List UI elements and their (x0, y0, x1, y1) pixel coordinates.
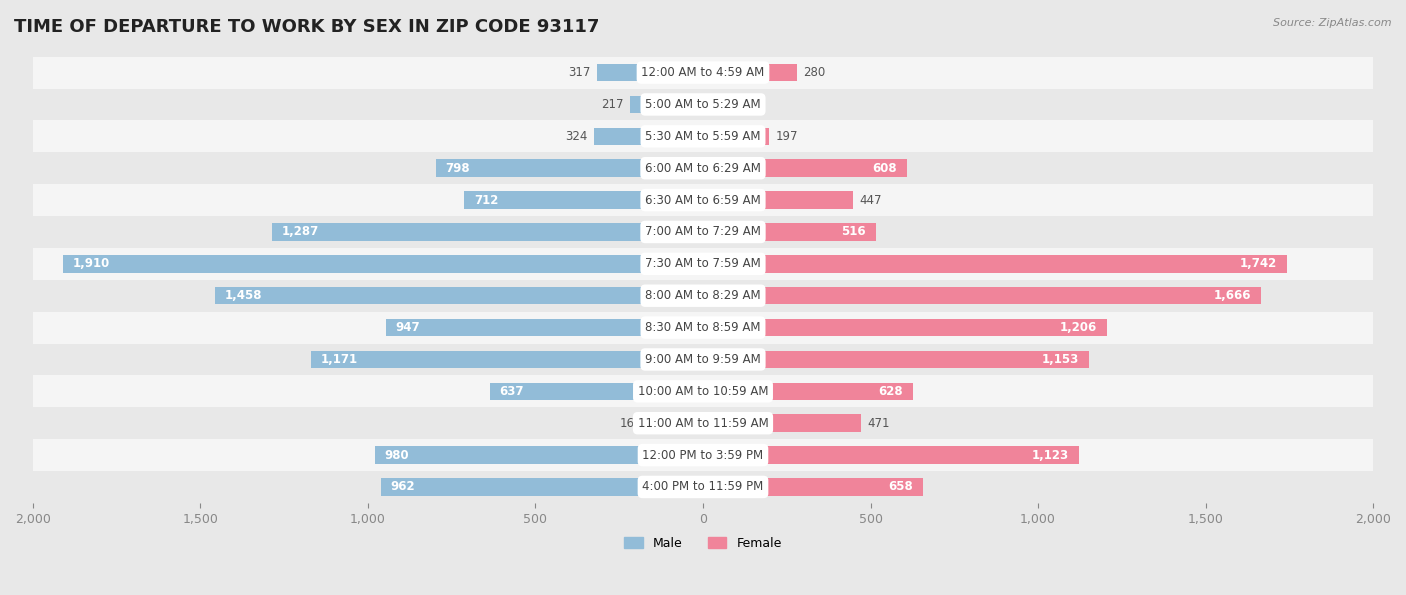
Bar (703, 383, 914, 400)
Text: 1,742: 1,742 (1239, 257, 1277, 270)
Text: 471: 471 (868, 416, 890, 430)
Text: 6:30 AM to 6:59 AM: 6:30 AM to 6:59 AM (645, 193, 761, 206)
Bar (32, 471, 1374, 503)
Bar (703, 446, 1080, 464)
Text: 1,171: 1,171 (321, 353, 359, 366)
Text: 947: 947 (395, 321, 420, 334)
Text: 1,287: 1,287 (281, 226, 319, 239)
Text: 8:00 AM to 8:29 AM: 8:00 AM to 8:29 AM (645, 289, 761, 302)
Bar (32, 89, 1374, 120)
Text: 1,666: 1,666 (1213, 289, 1251, 302)
Bar (32, 248, 1374, 280)
Bar (703, 223, 876, 241)
Text: 217: 217 (602, 98, 624, 111)
Bar (703, 192, 853, 209)
Text: 162: 162 (620, 416, 643, 430)
Bar (703, 350, 1090, 368)
Text: 712: 712 (474, 193, 499, 206)
Text: 1,206: 1,206 (1060, 321, 1097, 334)
Text: 80: 80 (737, 98, 751, 111)
Text: 12:00 PM to 3:59 PM: 12:00 PM to 3:59 PM (643, 449, 763, 462)
Text: 6:00 AM to 6:29 AM: 6:00 AM to 6:29 AM (645, 162, 761, 175)
Text: 637: 637 (499, 385, 524, 398)
Bar (703, 415, 860, 432)
Bar (381, 478, 703, 496)
Bar (271, 223, 703, 241)
Bar (32, 312, 1374, 343)
Bar (311, 350, 703, 368)
Bar (630, 96, 703, 113)
Bar (215, 287, 703, 305)
Bar (703, 159, 907, 177)
Text: 798: 798 (446, 162, 471, 175)
Bar (489, 383, 703, 400)
Bar (703, 64, 797, 82)
Text: 9:00 AM to 9:59 AM: 9:00 AM to 9:59 AM (645, 353, 761, 366)
Bar (596, 64, 703, 82)
Bar (32, 57, 1374, 89)
Text: 980: 980 (385, 449, 409, 462)
Bar (703, 96, 730, 113)
Text: 1,458: 1,458 (225, 289, 262, 302)
Bar (32, 120, 1374, 152)
Text: 1,910: 1,910 (73, 257, 111, 270)
Text: 447: 447 (859, 193, 882, 206)
Bar (32, 439, 1374, 471)
Text: 317: 317 (568, 66, 591, 79)
Text: 197: 197 (776, 130, 799, 143)
Text: 5:00 AM to 5:29 AM: 5:00 AM to 5:29 AM (645, 98, 761, 111)
Text: Source: ZipAtlas.com: Source: ZipAtlas.com (1274, 18, 1392, 28)
Bar (32, 343, 1374, 375)
Bar (32, 280, 1374, 312)
Bar (374, 446, 703, 464)
Bar (32, 216, 1374, 248)
Bar (703, 287, 1261, 305)
Text: 7:30 AM to 7:59 AM: 7:30 AM to 7:59 AM (645, 257, 761, 270)
Legend: Male, Female: Male, Female (619, 532, 787, 555)
Bar (385, 319, 703, 336)
Bar (63, 255, 703, 273)
Bar (703, 478, 924, 496)
Text: 962: 962 (391, 480, 415, 493)
Bar (464, 192, 703, 209)
Bar (703, 127, 769, 145)
Text: 12:00 AM to 4:59 AM: 12:00 AM to 4:59 AM (641, 66, 765, 79)
Text: 1,153: 1,153 (1042, 353, 1080, 366)
Text: 4:00 PM to 11:59 PM: 4:00 PM to 11:59 PM (643, 480, 763, 493)
Bar (32, 407, 1374, 439)
Bar (436, 159, 703, 177)
Text: 7:00 AM to 7:29 AM: 7:00 AM to 7:29 AM (645, 226, 761, 239)
Text: 628: 628 (879, 385, 903, 398)
Text: 10:00 AM to 10:59 AM: 10:00 AM to 10:59 AM (638, 385, 768, 398)
Text: 11:00 AM to 11:59 AM: 11:00 AM to 11:59 AM (638, 416, 768, 430)
Text: 324: 324 (565, 130, 588, 143)
Text: 516: 516 (841, 226, 866, 239)
Bar (32, 152, 1374, 184)
Text: 8:30 AM to 8:59 AM: 8:30 AM to 8:59 AM (645, 321, 761, 334)
Text: 5:30 AM to 5:59 AM: 5:30 AM to 5:59 AM (645, 130, 761, 143)
Bar (648, 415, 703, 432)
Bar (703, 255, 1286, 273)
Text: TIME OF DEPARTURE TO WORK BY SEX IN ZIP CODE 93117: TIME OF DEPARTURE TO WORK BY SEX IN ZIP … (14, 18, 599, 36)
Bar (32, 375, 1374, 407)
Text: 1,123: 1,123 (1032, 449, 1069, 462)
Bar (32, 184, 1374, 216)
Text: 608: 608 (872, 162, 897, 175)
Bar (703, 319, 1107, 336)
Bar (595, 127, 703, 145)
Text: 280: 280 (803, 66, 825, 79)
Text: 658: 658 (889, 480, 914, 493)
